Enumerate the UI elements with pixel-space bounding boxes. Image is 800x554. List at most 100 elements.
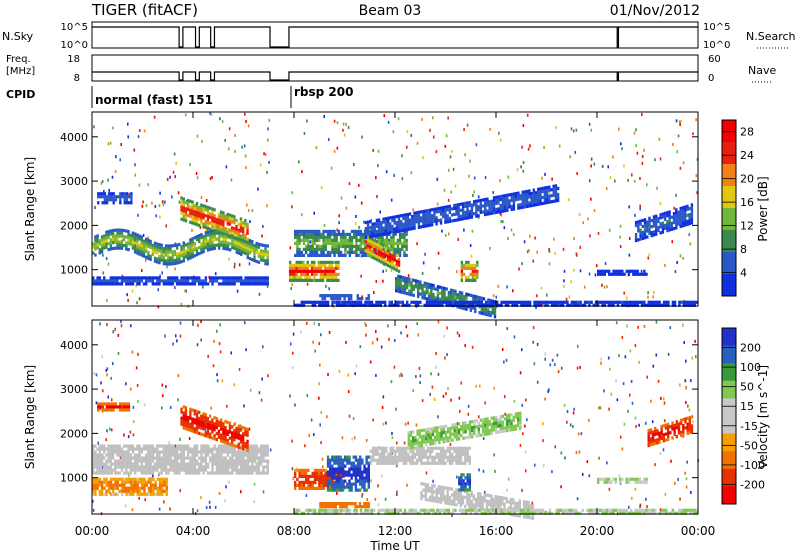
scatter-cell	[127, 298, 129, 302]
data-cell	[616, 303, 620, 307]
data-cell	[319, 269, 323, 274]
scatter-cell	[221, 119, 224, 123]
freq-series	[92, 71, 698, 81]
data-cell	[151, 243, 155, 247]
data-cell	[441, 289, 444, 293]
data-cell	[377, 241, 381, 245]
data-cell	[656, 303, 659, 307]
data-cell	[302, 241, 306, 246]
data-cell	[295, 266, 298, 271]
scatter-cell	[385, 269, 388, 273]
data-cell	[197, 214, 201, 218]
data-cell	[193, 427, 196, 431]
data-cell	[484, 197, 487, 202]
data-cell	[162, 253, 166, 257]
scatter-cell	[607, 165, 610, 169]
data-cell	[206, 214, 210, 219]
data-cell	[222, 444, 225, 448]
data-cell	[178, 282, 181, 286]
data-cell	[204, 459, 208, 463]
scatter-cell	[689, 242, 692, 246]
data-cell	[364, 246, 368, 250]
data-cell	[94, 456, 97, 460]
data-cell	[468, 215, 471, 220]
data-cell	[97, 402, 100, 406]
data-cell	[211, 447, 214, 451]
data-cell	[408, 289, 411, 293]
data-cell	[668, 216, 671, 220]
data-cell	[386, 254, 390, 259]
data-cell	[501, 197, 505, 201]
data-cell	[328, 241, 332, 246]
data-cell	[149, 456, 152, 460]
data-cell	[525, 198, 529, 203]
data-cell	[237, 462, 241, 466]
scatter-cell	[684, 379, 687, 383]
data-cell	[138, 276, 141, 280]
data-cell	[220, 240, 223, 244]
scatter-cell	[500, 219, 502, 223]
data-cell	[164, 262, 168, 266]
scatter-cell	[131, 289, 134, 293]
data-cell	[467, 300, 470, 304]
data-cell	[430, 223, 434, 227]
data-cell	[255, 468, 258, 472]
data-cell	[127, 402, 131, 406]
scatter-cell	[365, 333, 367, 337]
scatter-cell	[400, 331, 402, 335]
data-cell	[235, 241, 239, 245]
data-cell	[171, 450, 174, 454]
data-cell	[408, 277, 411, 281]
data-cell	[167, 276, 170, 280]
data-cell	[336, 294, 340, 298]
scatter-cell	[558, 144, 561, 148]
data-cell	[226, 420, 229, 425]
data-cell	[430, 295, 433, 299]
data-cell	[311, 232, 314, 237]
scatter-cell	[506, 488, 508, 492]
data-cell	[687, 303, 690, 307]
data-cell	[213, 220, 216, 224]
data-cell	[594, 300, 598, 304]
data-cell	[652, 215, 656, 219]
data-cell	[127, 201, 131, 205]
data-cell	[195, 418, 199, 423]
scatter-cell	[138, 297, 141, 301]
data-cell	[228, 450, 232, 454]
scatter-cell	[635, 424, 637, 428]
data-cell	[321, 278, 325, 283]
data-cell	[198, 276, 201, 280]
data-cell	[244, 248, 247, 253]
scatter-cell	[161, 394, 164, 398]
data-cell	[403, 238, 406, 243]
scatter-cell	[128, 474, 130, 478]
data-cell	[202, 450, 205, 454]
data-cell	[191, 212, 194, 216]
data-cell	[259, 471, 263, 475]
data-cell	[396, 241, 400, 246]
data-cell	[395, 283, 398, 287]
data-cell	[105, 405, 109, 409]
data-cell	[637, 229, 640, 233]
data-cell	[167, 247, 170, 251]
data-cell	[455, 206, 458, 210]
data-cell	[443, 289, 446, 294]
data-cell	[103, 279, 106, 283]
data-cell	[114, 462, 117, 466]
scatter-cell	[577, 432, 580, 436]
data-cell	[476, 298, 479, 302]
data-cell	[317, 269, 320, 274]
data-cell	[94, 486, 97, 490]
data-cell	[632, 300, 635, 304]
data-cell	[658, 303, 661, 307]
data-cell	[130, 195, 133, 199]
scatter-cell	[138, 183, 141, 187]
scatter-cell	[432, 135, 435, 139]
data-cell	[211, 430, 214, 434]
data-cell	[623, 300, 626, 304]
data-cell	[138, 234, 141, 238]
data-cell	[122, 465, 126, 469]
data-cell	[237, 251, 241, 255]
data-cell	[388, 303, 391, 307]
data-cell	[164, 462, 168, 466]
